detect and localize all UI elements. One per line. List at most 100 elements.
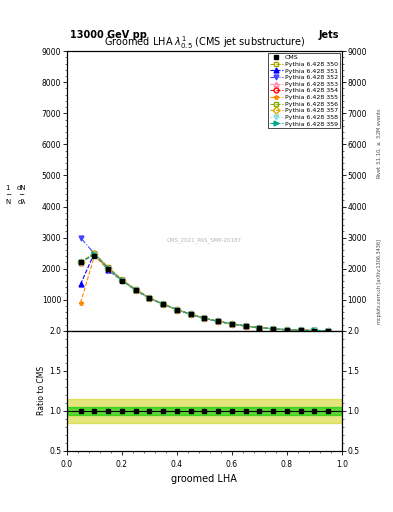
Pythia 6.428 359 — [106, 265, 110, 271]
Pythia 6.428 351 — [326, 328, 331, 334]
Pythia 6.428 352 — [174, 307, 179, 313]
Pythia 6.428 355 — [202, 315, 207, 322]
Pythia 6.428 354 — [92, 251, 97, 257]
Pythia 6.428 359 — [298, 327, 303, 333]
Pythia 6.428 353 — [106, 265, 110, 271]
Line: Pythia 6.428 357: Pythia 6.428 357 — [78, 251, 331, 333]
Pythia 6.428 358 — [147, 295, 152, 301]
Pythia 6.428 350 — [106, 264, 110, 270]
Pythia 6.428 353 — [147, 295, 152, 301]
Pythia 6.428 350 — [326, 328, 331, 334]
Pythia 6.428 356 — [285, 327, 289, 333]
Pythia 6.428 358 — [92, 251, 97, 258]
Pythia 6.428 356 — [298, 327, 303, 333]
Pythia 6.428 350 — [230, 321, 234, 327]
Pythia 6.428 354 — [174, 307, 179, 313]
Pythia 6.428 350 — [92, 250, 97, 256]
Pythia 6.428 358 — [161, 301, 165, 307]
Pythia 6.428 351 — [243, 323, 248, 329]
CMS — [271, 326, 275, 332]
CMS — [147, 295, 152, 301]
Pythia 6.428 358 — [257, 325, 262, 331]
Pythia 6.428 350 — [312, 327, 317, 333]
Pythia 6.428 350 — [133, 286, 138, 292]
Pythia 6.428 355 — [326, 328, 331, 334]
CMS — [92, 253, 97, 259]
Pythia 6.428 359 — [188, 311, 193, 317]
Pythia 6.428 358 — [174, 307, 179, 313]
Pythia 6.428 358 — [326, 328, 331, 334]
Pythia 6.428 352 — [78, 234, 83, 241]
Pythia 6.428 353 — [271, 326, 275, 332]
Pythia 6.428 351 — [216, 318, 220, 325]
Line: CMS: CMS — [79, 254, 330, 333]
Text: dN
─
dλ: dN ─ dλ — [17, 184, 26, 205]
Title: Groomed LHA $\lambda^{1}_{0.5}$ (CMS jet substructure): Groomed LHA $\lambda^{1}_{0.5}$ (CMS jet… — [104, 34, 305, 51]
Pythia 6.428 352 — [230, 321, 234, 327]
Pythia 6.428 351 — [106, 267, 110, 273]
Pythia 6.428 354 — [271, 326, 275, 332]
Pythia 6.428 352 — [92, 251, 97, 257]
Line: Pythia 6.428 355: Pythia 6.428 355 — [78, 254, 331, 333]
Pythia 6.428 358 — [216, 318, 220, 325]
Pythia 6.428 352 — [216, 318, 220, 325]
Pythia 6.428 359 — [174, 307, 179, 313]
Pythia 6.428 351 — [174, 307, 179, 313]
Pythia 6.428 356 — [133, 287, 138, 293]
Pythia 6.428 356 — [202, 315, 207, 322]
Line: Pythia 6.428 351: Pythia 6.428 351 — [78, 251, 331, 333]
X-axis label: groomed LHA: groomed LHA — [171, 474, 237, 484]
Bar — [67, 399, 342, 422]
Pythia 6.428 358 — [243, 323, 248, 329]
Pythia 6.428 354 — [312, 327, 317, 333]
Pythia 6.428 352 — [285, 327, 289, 333]
Pythia 6.428 357 — [147, 295, 152, 301]
Y-axis label: Ratio to CMS: Ratio to CMS — [37, 366, 46, 415]
Pythia 6.428 356 — [243, 323, 248, 329]
Pythia 6.428 354 — [188, 311, 193, 317]
Pythia 6.428 359 — [92, 251, 97, 257]
Pythia 6.428 355 — [312, 328, 317, 334]
Pythia 6.428 350 — [298, 327, 303, 333]
Pythia 6.428 355 — [78, 300, 83, 306]
Pythia 6.428 358 — [78, 260, 83, 266]
CMS — [312, 328, 317, 334]
Pythia 6.428 352 — [188, 311, 193, 317]
Pythia 6.428 350 — [257, 325, 262, 331]
CMS — [202, 315, 207, 322]
Pythia 6.428 352 — [147, 295, 152, 301]
Pythia 6.428 357 — [257, 325, 262, 331]
Pythia 6.428 358 — [188, 311, 193, 317]
Pythia 6.428 351 — [133, 287, 138, 293]
Pythia 6.428 351 — [78, 281, 83, 287]
Pythia 6.428 354 — [106, 265, 110, 271]
Line: Pythia 6.428 356: Pythia 6.428 356 — [78, 251, 331, 333]
Pythia 6.428 352 — [119, 277, 124, 283]
Pythia 6.428 356 — [106, 265, 110, 271]
Pythia 6.428 351 — [312, 327, 317, 333]
Pythia 6.428 359 — [202, 315, 207, 322]
Pythia 6.428 356 — [119, 277, 124, 283]
Pythia 6.428 353 — [257, 325, 262, 331]
CMS — [216, 318, 220, 325]
Pythia 6.428 357 — [285, 327, 289, 333]
CMS — [78, 260, 83, 266]
Pythia 6.428 354 — [326, 328, 331, 334]
CMS — [298, 327, 303, 333]
Pythia 6.428 353 — [326, 328, 331, 334]
Pythia 6.428 355 — [133, 287, 138, 293]
Pythia 6.428 351 — [298, 327, 303, 333]
CMS — [188, 311, 193, 317]
Pythia 6.428 353 — [119, 278, 124, 284]
Pythia 6.428 356 — [216, 318, 220, 325]
Line: Pythia 6.428 358: Pythia 6.428 358 — [78, 252, 331, 333]
CMS — [243, 323, 248, 329]
Pythia 6.428 357 — [133, 287, 138, 293]
Pythia 6.428 355 — [230, 321, 234, 327]
Pythia 6.428 357 — [106, 265, 110, 271]
Pythia 6.428 358 — [285, 327, 289, 333]
Pythia 6.428 357 — [243, 323, 248, 329]
Pythia 6.428 356 — [312, 327, 317, 333]
Text: 1
─
N: 1 ─ N — [5, 184, 11, 205]
Pythia 6.428 351 — [271, 326, 275, 332]
